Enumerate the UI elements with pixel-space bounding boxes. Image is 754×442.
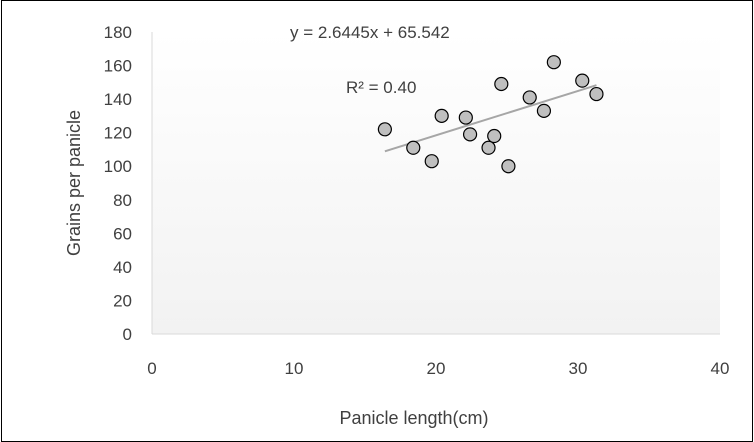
data-point bbox=[481, 140, 496, 155]
x-tick-label: 40 bbox=[711, 359, 730, 378]
data-point bbox=[406, 140, 421, 155]
trendline bbox=[384, 84, 597, 153]
y-tick-label: 60 bbox=[113, 224, 132, 243]
data-point bbox=[434, 108, 449, 123]
y-tick-label: 80 bbox=[113, 191, 132, 210]
data-point bbox=[494, 76, 509, 92]
y-tick-label: 160 bbox=[104, 57, 132, 76]
x-tick-label: 20 bbox=[427, 359, 446, 378]
data-points bbox=[377, 55, 604, 174]
data-point bbox=[522, 90, 537, 105]
x-axis-ticks: 0 10 20 30 40 bbox=[147, 359, 729, 378]
y-tick-label: 0 bbox=[123, 325, 132, 344]
data-point bbox=[575, 73, 590, 88]
y-tick-label: 180 bbox=[104, 23, 132, 42]
data-point bbox=[458, 110, 473, 125]
y-tick-label: 100 bbox=[104, 157, 132, 176]
data-point bbox=[536, 103, 552, 118]
y-axis-title: Grains per panicle bbox=[64, 110, 84, 256]
y-axis-ticks: 0 20 40 60 80 100 120 140 160 180 bbox=[104, 23, 132, 344]
data-point bbox=[462, 127, 478, 142]
trendline-equation: y = 2.6445x + 65.542 bbox=[290, 23, 450, 42]
y-tick-label: 20 bbox=[113, 291, 132, 310]
y-tick-label: 140 bbox=[104, 90, 132, 109]
data-point bbox=[589, 86, 604, 102]
x-tick-label: 10 bbox=[285, 359, 304, 378]
y-tick-label: 120 bbox=[104, 124, 132, 143]
x-tick-label: 30 bbox=[569, 359, 588, 378]
data-point bbox=[501, 159, 516, 174]
x-axis-title: Panicle length(cm) bbox=[339, 408, 488, 428]
x-tick-label: 0 bbox=[147, 359, 156, 378]
data-point bbox=[546, 55, 561, 70]
data-point bbox=[377, 122, 392, 137]
r-squared-label: R² = 0.40 bbox=[346, 78, 416, 97]
plot-area bbox=[152, 32, 720, 334]
data-point bbox=[487, 128, 502, 144]
data-point bbox=[424, 154, 439, 169]
y-tick-label: 40 bbox=[113, 258, 132, 277]
